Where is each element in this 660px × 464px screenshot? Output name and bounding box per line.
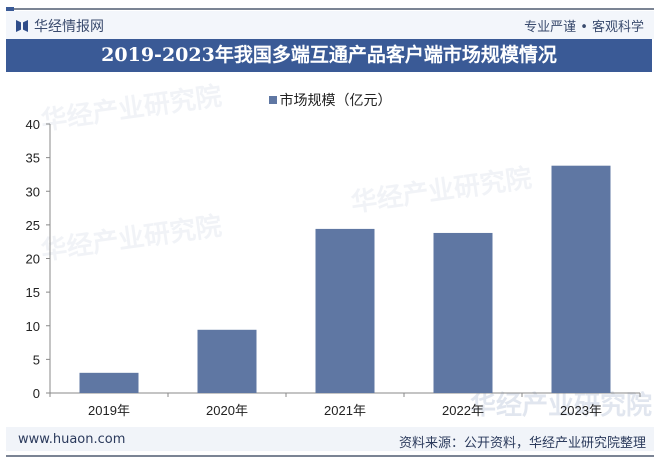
- y-tick-label: 10: [26, 319, 40, 334]
- logo: 华经情报网: [16, 16, 104, 36]
- y-tick-label: 5: [33, 352, 40, 367]
- source-note: 资料来源：公开资料，华经产业研究院整理: [398, 436, 646, 451]
- y-tick-label: 20: [26, 252, 40, 267]
- bottom-divider: [6, 455, 654, 457]
- x-tick-label: 2023年: [560, 403, 602, 418]
- legend-swatch: [268, 96, 277, 104]
- bar-2021年: [315, 228, 375, 393]
- y-tick-label: 40: [26, 117, 40, 132]
- logo-text: 华经情报网: [34, 19, 104, 35]
- footer-bar: [6, 427, 654, 451]
- y-tick-label: 30: [26, 184, 40, 199]
- website-url: www.huaon.com: [18, 432, 126, 447]
- top-divider: [6, 7, 654, 11]
- x-tick-label: 2022年: [442, 403, 484, 418]
- bar-2023年: [551, 165, 611, 393]
- header-bar: [6, 11, 654, 39]
- y-tick-label: 0: [33, 386, 40, 401]
- x-tick-label: 2019年: [88, 403, 130, 418]
- y-tick-label: 35: [26, 151, 40, 166]
- bar-2020年: [197, 329, 257, 393]
- y-tick-label: 25: [26, 218, 40, 233]
- y-tick-label: 15: [26, 285, 40, 300]
- bar-2022年: [433, 232, 493, 393]
- slogan: 专业严谨 • 客观科学: [524, 20, 644, 35]
- watermark: 华经产业研究院: [470, 391, 653, 421]
- chart-title: 2019-2023年我国多端互通产品客户端市场规模情况: [6, 39, 652, 72]
- x-tick-label: 2020年: [206, 403, 248, 418]
- bar-2019年: [79, 372, 139, 393]
- legend: 市场规模（亿元）: [0, 90, 660, 110]
- x-tick-label: 2021年: [324, 403, 366, 418]
- legend-label: 市场规模（亿元）: [279, 93, 392, 109]
